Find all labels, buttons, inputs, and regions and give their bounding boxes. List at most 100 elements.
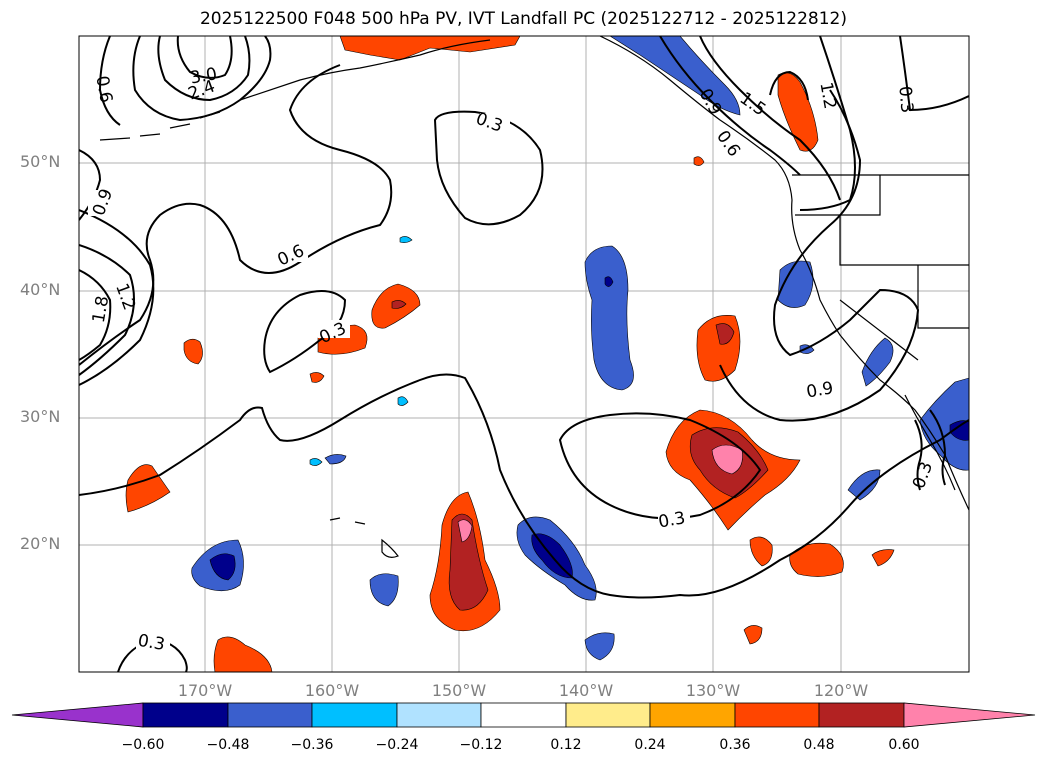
colorbar-segment bbox=[649, 702, 736, 728]
aleutian-islands bbox=[99, 111, 221, 141]
contour-label: 0.9 bbox=[805, 378, 835, 402]
colorbar-tick-label: 0.60 bbox=[888, 737, 920, 753]
patch-negative bbox=[584, 632, 615, 661]
colorbar-segment bbox=[734, 702, 820, 728]
colorbar-segment bbox=[565, 702, 651, 728]
patch-positive bbox=[743, 625, 763, 645]
colorbar-tick-label: 0.12 bbox=[550, 737, 582, 753]
contour-line bbox=[79, 269, 112, 361]
colorbar bbox=[11, 702, 1036, 728]
coastlines bbox=[99, 36, 969, 558]
patch-positive bbox=[711, 444, 743, 475]
contour-line bbox=[132, 36, 272, 122]
colorbar-segment bbox=[396, 702, 482, 728]
hawaii-islands bbox=[329, 517, 399, 558]
alaska-coast bbox=[239, 36, 793, 201]
lat-label: 40°N bbox=[20, 280, 61, 299]
patch-negative bbox=[324, 454, 347, 465]
contour-line bbox=[914, 419, 923, 491]
contour-line bbox=[79, 64, 393, 366]
lon-label: 150°W bbox=[431, 681, 487, 700]
us-west-border bbox=[795, 175, 969, 361]
patch-positive bbox=[125, 464, 171, 513]
contour-label: 0.6 bbox=[91, 74, 115, 104]
patch-negative bbox=[949, 420, 969, 441]
colorbar-segment bbox=[818, 702, 905, 728]
pv-contours bbox=[79, 36, 969, 672]
lon-label: 130°W bbox=[685, 681, 741, 700]
contour-line bbox=[157, 36, 251, 102]
colorbar-tick-label: −0.48 bbox=[206, 737, 250, 753]
lat-label: 20°N bbox=[20, 534, 61, 553]
colorbar-segment bbox=[11, 702, 144, 728]
patch-positive bbox=[789, 542, 844, 577]
colorbar-tick-label: −0.24 bbox=[375, 737, 419, 753]
patch-positive bbox=[448, 513, 489, 611]
patch-positive bbox=[749, 536, 773, 567]
patch-negative bbox=[777, 260, 814, 308]
patch-positive bbox=[213, 636, 273, 672]
colorbar-tick-label: 0.48 bbox=[803, 737, 835, 753]
contour-label: 1.2 bbox=[815, 81, 839, 111]
patch-positive bbox=[693, 156, 705, 166]
contour-line bbox=[929, 409, 947, 486]
contour-line bbox=[79, 244, 135, 376]
lon-label: 160°W bbox=[304, 681, 360, 700]
contour-line bbox=[699, 36, 841, 201]
colorbar-segment bbox=[227, 702, 313, 728]
contour-label: 1.5 bbox=[736, 88, 770, 120]
contour-line bbox=[659, 36, 801, 176]
patch-positive bbox=[871, 549, 895, 567]
patch-negative bbox=[919, 377, 969, 471]
map-frame bbox=[78, 35, 970, 673]
contour-line bbox=[176, 36, 233, 79]
contour-label: 0.3 bbox=[909, 459, 937, 491]
contour-label: 1.8 bbox=[89, 294, 113, 324]
colorbar-segment bbox=[142, 702, 229, 728]
colorbar-tick-label: −0.36 bbox=[290, 737, 334, 753]
patch-positive bbox=[777, 72, 819, 152]
patch-negative bbox=[861, 337, 894, 387]
patch-negative bbox=[369, 573, 399, 607]
contour-line bbox=[79, 209, 155, 386]
colorbar-segment bbox=[903, 702, 1036, 728]
contour-line bbox=[117, 638, 188, 672]
map-title: 2025122500 F048 500 hPa PV, IVT Landfall… bbox=[199, 9, 847, 29]
lon-label: 170°W bbox=[177, 681, 233, 700]
contour-label: 0.3 bbox=[136, 631, 166, 655]
contour-line bbox=[79, 149, 102, 221]
colorbar-tick-label: −0.12 bbox=[459, 737, 503, 753]
lon-label: 140°W bbox=[558, 681, 614, 700]
patch-negative bbox=[604, 276, 614, 287]
contour-line bbox=[433, 110, 544, 226]
contour-label: 0.3 bbox=[657, 508, 687, 532]
patch-negative bbox=[397, 396, 409, 406]
contour-line bbox=[558, 412, 762, 520]
contour-label: 1.2 bbox=[111, 281, 139, 313]
colorbar-tick-label: 0.36 bbox=[719, 737, 751, 753]
patch-positive bbox=[339, 36, 521, 61]
patch-positive bbox=[183, 338, 203, 365]
colorbar-segment bbox=[480, 702, 567, 728]
patch-positive bbox=[715, 323, 735, 345]
contour-label: 0.3 bbox=[894, 85, 916, 114]
contour-line bbox=[899, 36, 969, 112]
patch-negative bbox=[609, 36, 741, 116]
colorbar-segment bbox=[311, 702, 398, 728]
patch-negative bbox=[847, 469, 881, 501]
contour-label: 0.6 bbox=[712, 127, 744, 161]
contour-line bbox=[719, 89, 920, 422]
patch-positive bbox=[391, 300, 407, 309]
contour-label: 0.3 bbox=[473, 109, 505, 137]
patch-positive bbox=[309, 372, 325, 383]
contour-line bbox=[79, 373, 969, 599]
contour-line bbox=[98, 36, 121, 126]
patch-negative bbox=[209, 553, 236, 581]
patch-negative bbox=[399, 236, 413, 243]
patch-positive bbox=[457, 519, 473, 543]
colorbar-tick-label: 0.24 bbox=[634, 737, 666, 753]
contour-label: 3.0 bbox=[189, 64, 219, 88]
lat-label: 30°N bbox=[20, 407, 61, 426]
contour-line bbox=[799, 36, 856, 211]
